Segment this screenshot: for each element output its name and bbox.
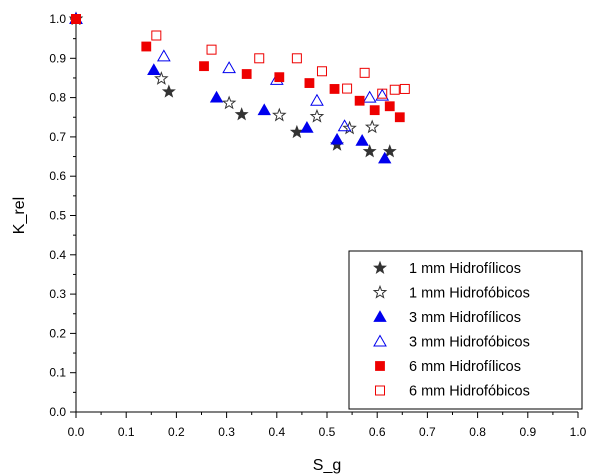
legend-marker (375, 385, 385, 396)
y-tick-label: 0.7 (49, 130, 66, 144)
data-point (355, 134, 369, 146)
data-point (389, 84, 400, 95)
x-tick-label: 1.0 (570, 425, 587, 439)
data-point (329, 84, 340, 94)
legend-label: 3 mm Hidrofílicos (409, 310, 521, 326)
x-tick-label: 0.8 (469, 425, 486, 439)
legend-label: 3 mm Hidrofóbicos (409, 335, 530, 351)
data-point (330, 132, 344, 145)
axes: 0.0 0.1 0.2 0.3 0.4 0.5 0.6 0.7 0.8 0.9 1.0 0.0 0.1 0… (49, 12, 586, 439)
legend-box (348, 250, 583, 410)
y-tick-label: 0.8 (49, 91, 66, 105)
legend-marker (373, 310, 387, 322)
data-point (221, 95, 237, 110)
data-point (222, 61, 236, 74)
y-axis-label: K_rel (11, 197, 28, 234)
x-axis-label: S_g (313, 457, 341, 474)
data-point (161, 84, 176, 98)
x-tick-label: 0.9 (519, 425, 536, 439)
data-point (241, 69, 252, 79)
series-2 (68, 11, 380, 135)
data-point (199, 61, 209, 72)
data-point (304, 78, 315, 88)
data-point (257, 103, 271, 116)
data-point (289, 124, 304, 139)
series-1 (69, 11, 397, 158)
legend-marker (372, 284, 388, 299)
x-tick-label: 0.7 (419, 425, 436, 439)
legend-marker (373, 260, 387, 274)
y-tick-label: 0.6 (49, 169, 66, 183)
data-point (71, 14, 81, 24)
legend-label: 6 mm Hidrofóbicos (409, 384, 530, 400)
data-point (375, 88, 390, 101)
data-point (156, 49, 171, 62)
legend-label: 1 mm Hidrofóbicos (409, 286, 530, 302)
legend: 1 mm Hidrofílicos 1 mm Hidrofóbicos 3 mm H… (348, 250, 583, 410)
y-tick-label: 0.1 (49, 366, 66, 380)
data-point (272, 107, 287, 122)
data-point (384, 101, 395, 112)
x-tick-label: 0.2 (168, 425, 185, 439)
data-point (337, 119, 352, 132)
x-tick-label: 0.3 (218, 425, 235, 439)
x-tick-label: 0.1 (118, 425, 135, 439)
data-point (378, 151, 392, 164)
legend-label: 1 mm Hidrofílicos (409, 261, 521, 277)
y-tick-label: 0.3 (49, 287, 66, 301)
data-point (300, 121, 314, 133)
data-point (71, 14, 81, 24)
data-point (359, 67, 370, 78)
data-point (316, 66, 327, 77)
legend-label: 6 mm Hidrofílicos (409, 359, 521, 375)
series-4 (69, 11, 390, 132)
x-tick-label: 0.5 (319, 425, 336, 439)
data-point (377, 88, 388, 99)
y-tick-label: 0.4 (49, 248, 66, 262)
data-point (354, 95, 365, 106)
data-point (399, 83, 410, 94)
y-tick-label: 0.5 (49, 209, 66, 223)
data-point (154, 71, 169, 85)
legend-marker (373, 334, 387, 347)
data-point (342, 120, 357, 135)
data-point (342, 83, 353, 94)
data-points (68, 11, 410, 164)
data-point (151, 30, 162, 41)
y-tick-label: 0.2 (49, 326, 66, 340)
data-point (206, 44, 217, 55)
x-tick-label: 0.0 (68, 425, 85, 439)
data-point (147, 63, 161, 75)
data-point (141, 41, 152, 52)
y-tick-label: 0.9 (49, 51, 66, 65)
y-tick-label: 0.0 (49, 405, 66, 419)
data-point (394, 112, 405, 123)
data-point (309, 108, 325, 123)
series-5 (71, 14, 405, 123)
data-point (362, 90, 377, 103)
x-tick-label: 0.4 (268, 425, 285, 439)
data-point (254, 53, 265, 64)
data-point (274, 72, 285, 83)
y-tick-label: 1.0 (49, 12, 66, 26)
data-point (362, 144, 377, 158)
data-point (382, 144, 397, 158)
x-tick-label: 0.6 (369, 425, 386, 439)
data-point (369, 105, 380, 116)
data-point (234, 107, 249, 121)
series-6 (71, 14, 410, 99)
legend-marker (375, 361, 385, 371)
data-point (310, 93, 324, 106)
data-point (291, 53, 302, 64)
data-point (364, 119, 380, 134)
data-point (209, 90, 224, 103)
